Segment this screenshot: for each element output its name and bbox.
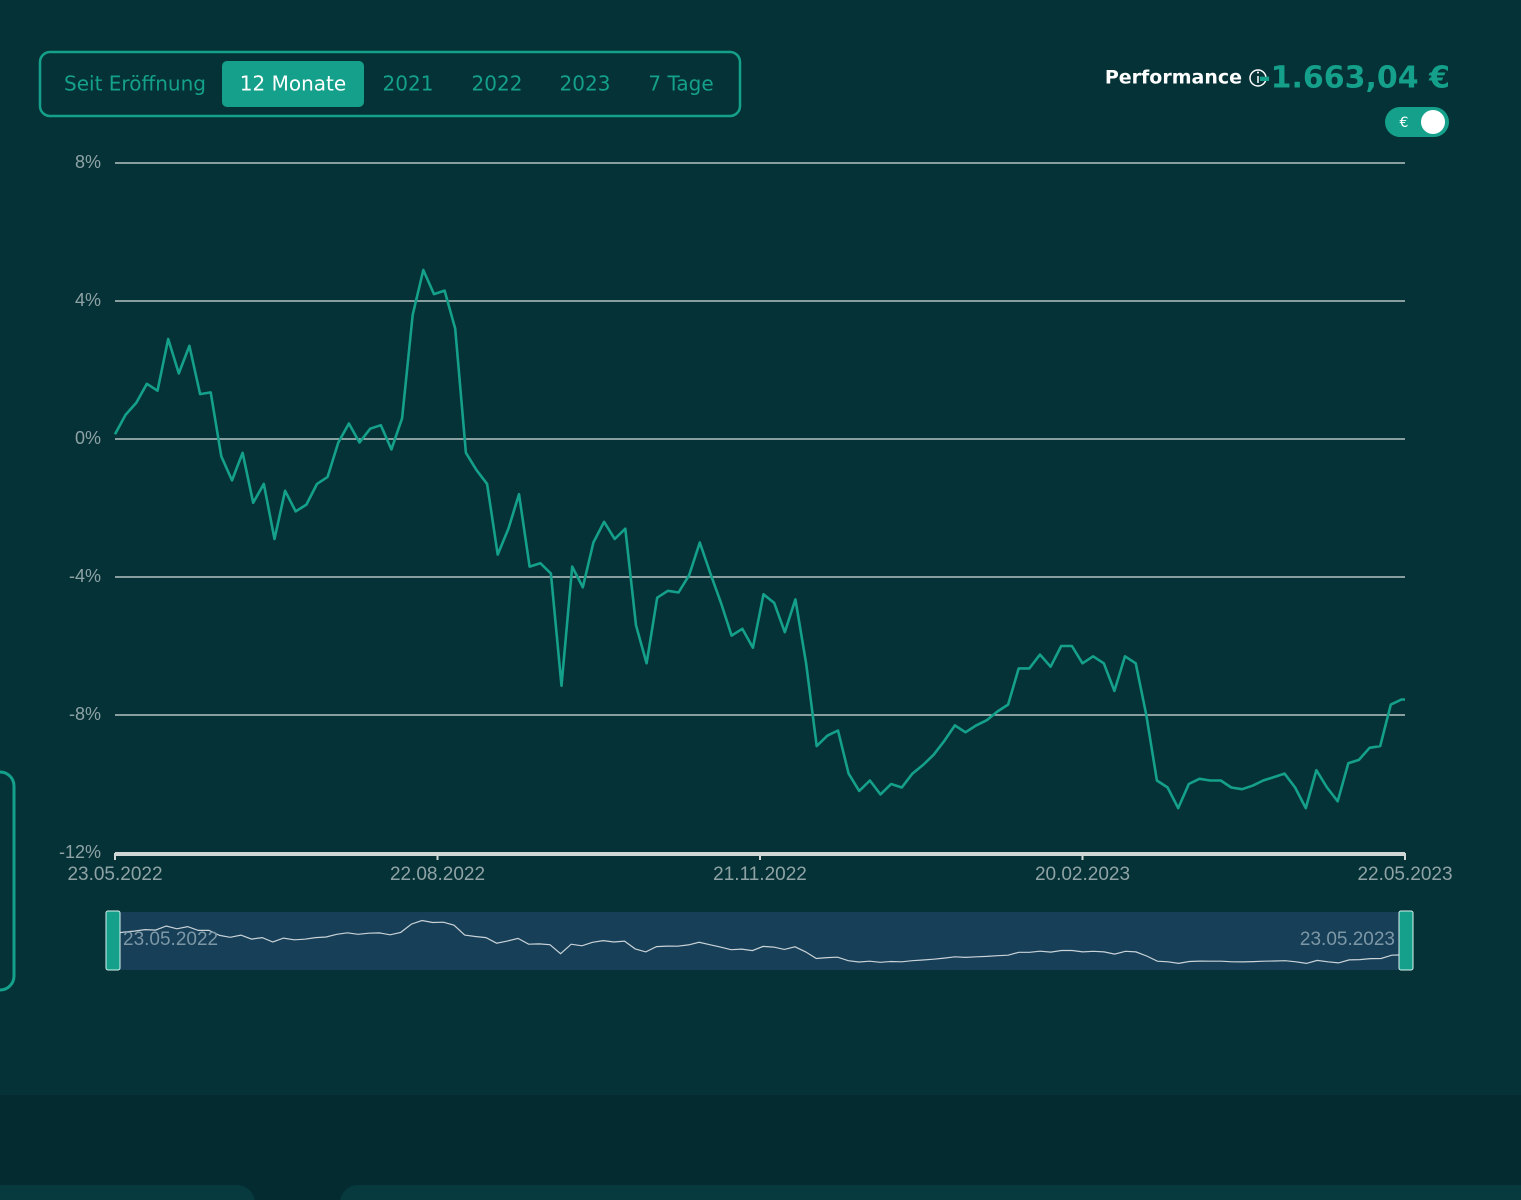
y-tick-label: 8% — [75, 152, 101, 172]
navigator-start: 23.05.2022 — [123, 929, 218, 950]
info-icon[interactable] — [1249, 69, 1267, 87]
footer-card — [340, 1185, 1521, 1200]
footer-band — [0, 1095, 1521, 1200]
y-tick-label: -8% — [69, 704, 101, 724]
period-button[interactable]: 2023 — [560, 72, 611, 96]
y-tick-label: 0% — [75, 428, 101, 448]
period-button-active[interactable] — [222, 61, 364, 107]
period-button[interactable]: Seit Eröffnung — [64, 72, 206, 96]
toggle-knob — [1421, 110, 1445, 134]
y-tick-label: -4% — [69, 566, 101, 586]
toggle-label: € — [1400, 115, 1409, 131]
performance-label: Performance — [1105, 67, 1242, 89]
footer-card — [0, 1185, 255, 1200]
side-panel — [0, 770, 16, 992]
x-tick-label: 23.05.2022 — [67, 864, 162, 885]
navigator-handle[interactable] — [1398, 910, 1414, 971]
period-button[interactable]: 7 Tage — [648, 72, 713, 96]
info-icon-dot — [1257, 71, 1259, 74]
navigator-handle[interactable] — [105, 910, 121, 971]
navigator[interactable] — [113, 912, 1406, 970]
x-tick-label: 20.02.2023 — [1035, 864, 1130, 885]
period-selector — [38, 50, 742, 118]
x-tick-label: 21.11.2022 — [713, 864, 807, 885]
y-tick-label: 4% — [75, 290, 101, 310]
period-button[interactable]: 12 Monate — [240, 72, 346, 96]
x-tick-label: 22.08.2022 — [390, 864, 485, 885]
period-buttons: Seit Eröffnung 12 Monate 2021 2022 2023 7 Tag… — [64, 61, 714, 107]
period-button[interactable]: 2021 — [383, 72, 434, 96]
x-tick-label: 22.05.2023 — [1357, 864, 1452, 885]
navigator-line — [112, 919, 1406, 965]
line — [113, 268, 1405, 810]
navigator-line — [112, 919, 1406, 965]
navigator-end: 23.05.2023 — [1300, 929, 1395, 950]
chart: -12% -8% -4% 0% 4% 8% 23.05.2022 22.08.2022 21.1… — [59, 152, 1453, 885]
y-tick-label: -12% — [59, 842, 101, 862]
period-button[interactable]: 2022 — [472, 72, 523, 96]
performance-value: -1.663,04 € — [1258, 61, 1450, 96]
